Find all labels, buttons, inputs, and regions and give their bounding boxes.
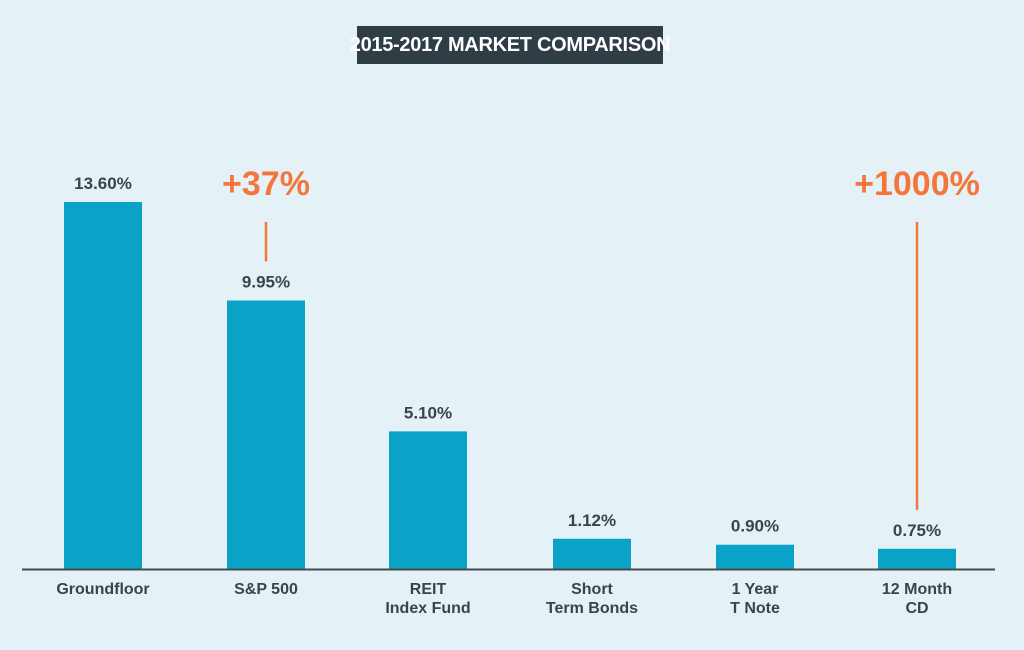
annotations-group: +37% +1000% [222,165,980,510]
bar-1 [227,300,305,569]
value-label-2: 5.10% [404,403,452,422]
category-label-5: 12 Month CD [882,581,952,617]
category-label-1: S&P 500 [234,581,298,598]
annotation-label-1: +1000% [854,165,980,203]
category-label-4: 1 Year T Note [730,581,780,617]
value-label-5: 0.75% [893,521,941,540]
chart-title: 2015-2017 MARKET COMPARISON [350,26,671,64]
value-label-1: 9.95% [242,272,290,291]
category-label-2: REIT Index Fund [385,581,470,617]
bar-0 [64,202,142,569]
category-label-0: Groundfloor [56,581,149,598]
bar-3 [553,538,631,569]
category-labels-group: Groundfloor S&P 500 REIT Index Fund Short Ter… [56,581,952,617]
bar-2 [389,431,467,569]
annotation-label-0: +37% [222,165,310,203]
bar-4 [716,544,794,569]
bar-5 [878,548,956,569]
value-label-4: 0.90% [731,517,779,536]
category-label-3: Short Term Bonds [546,581,638,617]
value-label-0: 13.60% [74,174,132,193]
bars-group: 13.60% 9.95% 5.10% 1.12% 0.90% 0.75% [64,174,956,569]
value-label-3: 1.12% [568,511,616,530]
